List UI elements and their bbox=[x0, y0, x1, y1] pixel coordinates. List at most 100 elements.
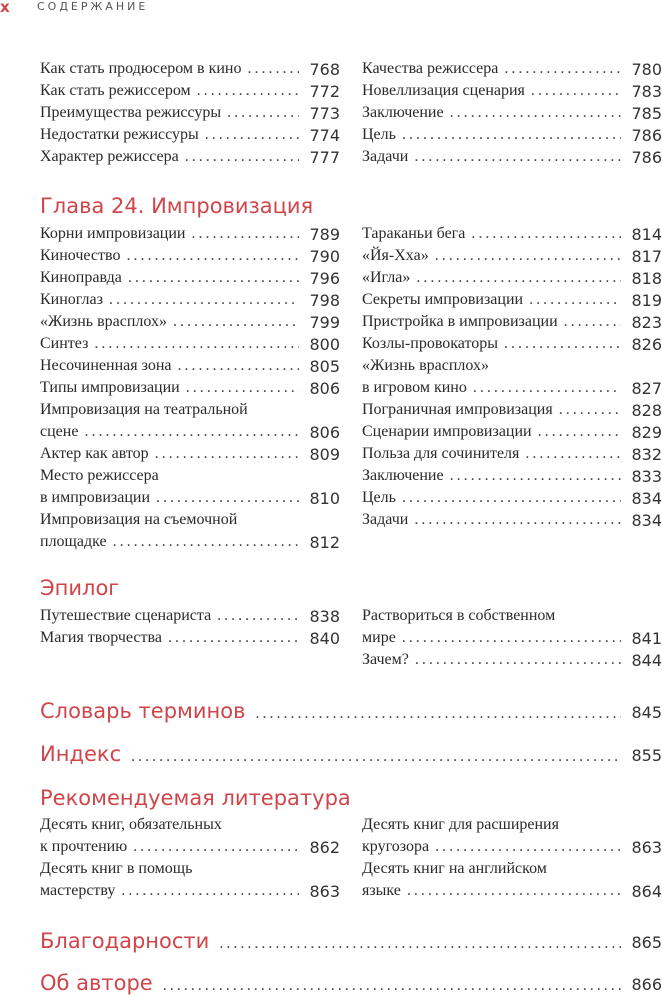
dot-leader bbox=[168, 629, 300, 651]
toc-entry[interactable]: Магия творчества 840 bbox=[40, 629, 340, 651]
toc-entry[interactable]: Заключение 785 bbox=[362, 104, 662, 126]
chapter-mark: x bbox=[0, 0, 10, 16]
page-number: 796 bbox=[309, 269, 340, 288]
entry-title: Десять книг для расширения bbox=[362, 816, 559, 833]
toc-entry-line: Корни импровизации 789 bbox=[40, 225, 340, 247]
dot-leader bbox=[504, 60, 621, 82]
entry-title: площадке bbox=[40, 533, 107, 550]
toc-entry[interactable]: Путешествие сценариста 838 bbox=[40, 607, 340, 629]
toc-entry[interactable]: Польза для сочинителя 832 bbox=[362, 445, 662, 467]
dot-leader bbox=[109, 291, 300, 313]
toc-entry[interactable]: Киноправда 796 bbox=[40, 269, 340, 291]
entry-title: мире bbox=[362, 629, 396, 646]
toc-entry[interactable]: Несочиненная зона 805 bbox=[40, 357, 340, 379]
section-heading[interactable]: Глава 24. Импровизация bbox=[40, 194, 314, 218]
toc-entry-line: Как стать продюсером в кино 768 bbox=[40, 60, 340, 82]
page-number: 865 bbox=[631, 933, 662, 952]
toc-entry[interactable]: Цель 786 bbox=[362, 126, 662, 148]
toc-entry[interactable]: Актер как автор 809 bbox=[40, 445, 340, 467]
dot-leader bbox=[435, 247, 622, 269]
dot-leader bbox=[128, 269, 300, 291]
toc-entry[interactable]: Характер режиссера 777 bbox=[40, 148, 340, 170]
toc-entry[interactable]: Заключение 833 bbox=[362, 467, 662, 489]
toc-entry-line: Зачем? 844 bbox=[362, 651, 662, 673]
toc-entry[interactable]: «Игла» 818 bbox=[362, 269, 662, 291]
toc-major-entry[interactable]: Словарь терминов 845 bbox=[40, 699, 662, 723]
toc-entry[interactable]: Десять книг для расширения кругозора 863 bbox=[362, 816, 662, 860]
toc-entry[interactable]: Секреты импровизации 819 bbox=[362, 291, 662, 313]
page-number: 827 bbox=[631, 379, 662, 398]
toc-entry[interactable]: Как стать режиссером 772 bbox=[40, 82, 340, 104]
dot-leader bbox=[126, 247, 299, 269]
entry-title: «Йя-Хха» bbox=[362, 247, 429, 264]
entry-title: Пристройка в импровизации bbox=[362, 313, 558, 330]
page-number: 823 bbox=[631, 313, 662, 332]
toc-major-entry[interactable]: Благодарности 865 bbox=[40, 929, 662, 953]
toc-entry[interactable]: Киночество 790 bbox=[40, 247, 340, 269]
toc-entry[interactable]: Киноглаз 798 bbox=[40, 291, 340, 313]
toc-entry[interactable]: Задачи 834 bbox=[362, 511, 662, 533]
dot-leader bbox=[538, 423, 622, 445]
entry-title: Об авторе bbox=[40, 971, 153, 995]
toc-major-entry[interactable]: Индекс 855 bbox=[40, 742, 662, 766]
page-number: 783 bbox=[631, 82, 662, 101]
toc-entry[interactable]: Десять книг, обязательных к прочтению 862 bbox=[40, 816, 340, 860]
entry-title: Зачем? bbox=[362, 651, 409, 668]
toc-major-entry[interactable]: Об авторе 866 bbox=[40, 971, 662, 995]
toc-entry[interactable]: Пристройка в импровизации 823 bbox=[362, 313, 662, 335]
toc-entry[interactable]: Место режиссера в импровизации 810 bbox=[40, 467, 340, 511]
section-heading[interactable]: Эпилог bbox=[40, 576, 120, 600]
dot-leader bbox=[197, 82, 300, 104]
entry-title: Десять книг в помощь bbox=[40, 860, 193, 877]
page-number: 777 bbox=[309, 148, 340, 167]
toc-entry[interactable]: Недостатки режиссуры 774 bbox=[40, 126, 340, 148]
entry-title: Сценарии импровизации bbox=[362, 423, 532, 440]
toc-entry[interactable]: Тараканьи бега 814 bbox=[362, 225, 662, 247]
toc-entry[interactable]: Зачем? 844 bbox=[362, 651, 662, 673]
page-number: 838 bbox=[309, 607, 340, 626]
toc-entry[interactable]: Новеллизация сценария 783 bbox=[362, 82, 662, 104]
toc-entry-line: языке 864 bbox=[362, 882, 662, 904]
page-number: 806 bbox=[309, 423, 340, 442]
toc-entry-line: Заключение 833 bbox=[362, 467, 662, 489]
toc-entry[interactable]: Десять книг в помощь мастерству 863 bbox=[40, 860, 340, 904]
toc-entry-line: сцене 806 bbox=[40, 423, 340, 445]
toc-entry-line: Несочиненная зона 805 bbox=[40, 357, 340, 379]
toc-entry[interactable]: Как стать продюсером в кино 768 bbox=[40, 60, 340, 82]
toc-column-right: Раствориться в собственном мире 841 Зачем? 8… bbox=[362, 607, 662, 673]
toc-entry-line: Импровизация на театральной bbox=[40, 401, 340, 423]
toc-entry[interactable]: Типы импровизации 806 bbox=[40, 379, 340, 401]
toc-entry-line: к прочтению 862 bbox=[40, 838, 340, 860]
dot-leader bbox=[416, 269, 621, 291]
toc-entry[interactable]: «Йя-Хха» 817 bbox=[362, 247, 662, 269]
page-number: 785 bbox=[631, 104, 662, 123]
toc-entry[interactable]: Сценарии импровизации 829 bbox=[362, 423, 662, 445]
toc-entry[interactable]: Корни импровизации 789 bbox=[40, 225, 340, 247]
toc-entry[interactable]: Качества режиссера 780 bbox=[362, 60, 662, 82]
toc-entry[interactable]: Импровизация на съемочной площадке 812 bbox=[40, 511, 340, 555]
toc-entry[interactable]: Пограничная импровизация 828 bbox=[362, 401, 662, 423]
page-number: 866 bbox=[631, 975, 662, 994]
toc-entry[interactable]: Раствориться в собственном мире 841 bbox=[362, 607, 662, 651]
toc-entry[interactable]: Десять книг на английском языке 864 bbox=[362, 860, 662, 904]
toc-entry[interactable]: Преимущества режиссуры 773 bbox=[40, 104, 340, 126]
page-number: 845 bbox=[631, 703, 662, 722]
entry-title: мастерству bbox=[40, 882, 116, 899]
toc-entry[interactable]: Задачи 786 bbox=[362, 148, 662, 170]
toc-entry-line: Цель 786 bbox=[362, 126, 662, 148]
toc-entry[interactable]: Цель 834 bbox=[362, 489, 662, 511]
toc-column-left: Путешествие сценариста 838 Магия творчеств… bbox=[40, 607, 340, 651]
toc-entry[interactable]: Синтез 800 bbox=[40, 335, 340, 357]
dot-leader bbox=[450, 104, 622, 126]
toc-entry[interactable]: Козлы-провокаторы 826 bbox=[362, 335, 662, 357]
toc-entry-line: Пограничная импровизация 828 bbox=[362, 401, 662, 423]
toc-entry-line: в импровизации 810 bbox=[40, 489, 340, 511]
toc-entry[interactable]: Импровизация на театральной сцене 806 bbox=[40, 401, 340, 445]
page-number: 799 bbox=[309, 313, 340, 332]
toc-entry[interactable]: «Жизнь врасплох» в игровом кино 827 bbox=[362, 357, 662, 401]
section-heading[interactable]: Рекомендуемая литература bbox=[40, 786, 351, 810]
dot-leader bbox=[531, 82, 622, 104]
dot-leader bbox=[191, 225, 299, 247]
toc-entry[interactable]: «Жизнь врасплох» 799 bbox=[40, 313, 340, 335]
